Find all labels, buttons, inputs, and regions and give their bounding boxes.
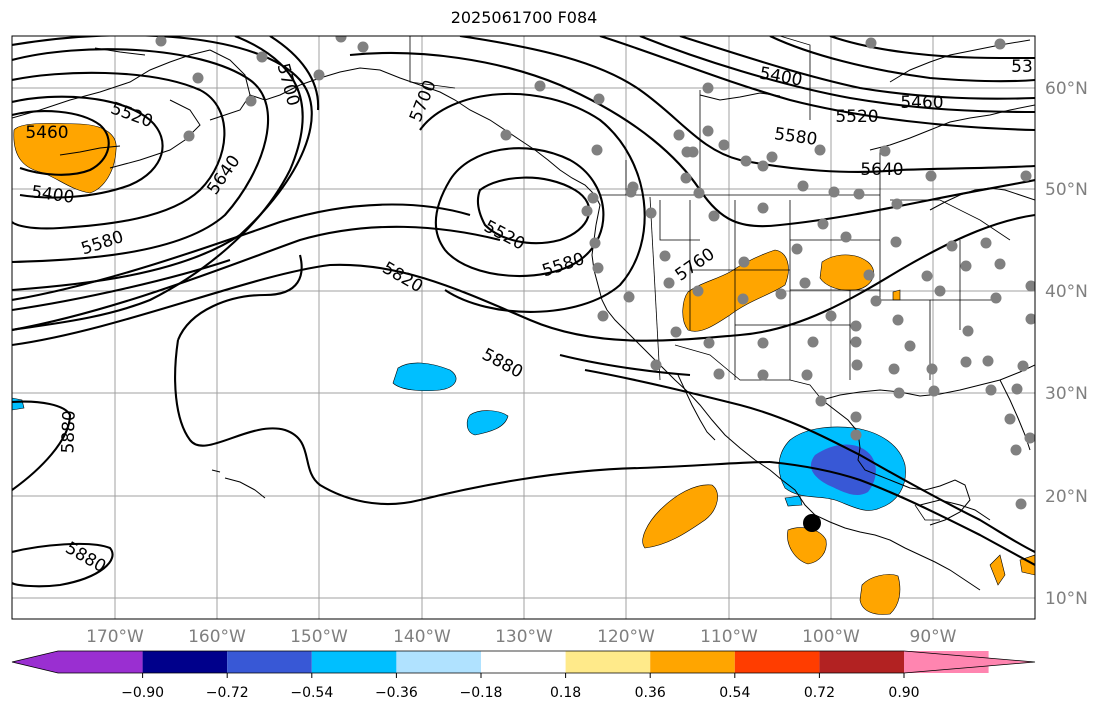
lat-label: 60°N xyxy=(1045,79,1088,99)
colorbar-tick-label: −0.90 xyxy=(121,685,164,701)
lat-label: 40°N xyxy=(1045,282,1088,302)
lat-label: 20°N xyxy=(1045,487,1088,507)
contour-label: 5640 xyxy=(860,160,903,180)
contour-label: 53 xyxy=(1011,57,1033,77)
colorbar-segment xyxy=(58,651,143,673)
lon-label: 150°W xyxy=(290,627,348,647)
lon-label: 90°W xyxy=(910,627,957,647)
colorbar-tick-label: −0.54 xyxy=(290,685,333,701)
colorbar-segment xyxy=(481,651,566,673)
colorbar-tick-label: 0.72 xyxy=(804,685,835,701)
colorbar-tick-label: 0.18 xyxy=(550,685,581,701)
colorbar-segment xyxy=(734,651,820,673)
lon-label: 120°W xyxy=(597,627,655,647)
latitude-labels: 60°N 50°N 40°N 30°N 20°N 10°N xyxy=(1045,79,1088,609)
shading-positive xyxy=(13,123,1035,615)
colorbar-segment xyxy=(396,651,481,673)
contour-label: 5520 xyxy=(835,107,878,127)
colorbar-segment xyxy=(311,651,397,673)
colorbar-extend-low xyxy=(12,651,58,673)
lon-label: 110°W xyxy=(700,627,758,647)
lon-label: 160°W xyxy=(188,627,246,647)
longitude-labels: 170°W 160°W 150°W 140°W 130°W 120°W 110°… xyxy=(86,627,957,647)
lon-label: 140°W xyxy=(393,627,451,647)
lon-label: 130°W xyxy=(495,627,553,647)
colorbar: −0.90 −0.72 −0.54 −0.36 −0.18 0.18 0.36 0.54 0.7… xyxy=(11,650,1036,701)
station-dots xyxy=(155,36,1035,510)
colorbar-segment xyxy=(819,651,904,673)
contour-label: 5460 xyxy=(900,93,943,113)
colorbar-segment xyxy=(565,651,651,673)
storm-center-marker xyxy=(803,514,821,532)
map-title: 2025061700 F084 xyxy=(450,8,598,27)
height-contours xyxy=(12,36,1035,588)
colorbar-segment xyxy=(142,651,228,673)
lat-label: 50°N xyxy=(1045,180,1088,200)
contour-label: 5880 xyxy=(58,410,79,454)
colorbar-extend-high xyxy=(904,651,1035,673)
coastlines xyxy=(12,39,1035,591)
lon-label: 100°W xyxy=(802,627,860,647)
colorbar-tick-label: 0.90 xyxy=(888,685,919,701)
colorbar-tick-label: −0.18 xyxy=(460,685,503,701)
colorbar-segment xyxy=(650,651,735,673)
colorbar-tick-label: 0.54 xyxy=(719,685,750,701)
contour-label: 5460 xyxy=(25,123,68,143)
colorbar-segment xyxy=(227,651,312,673)
lat-label: 10°N xyxy=(1045,589,1088,609)
colorbar-tick-label: −0.36 xyxy=(375,685,418,701)
lat-label: 30°N xyxy=(1045,384,1088,404)
colorbar-tick-label: 0.36 xyxy=(635,685,666,701)
lon-label: 170°W xyxy=(86,627,144,647)
colorbar-tick-label: −0.72 xyxy=(206,685,249,701)
map-frame xyxy=(11,35,1036,620)
